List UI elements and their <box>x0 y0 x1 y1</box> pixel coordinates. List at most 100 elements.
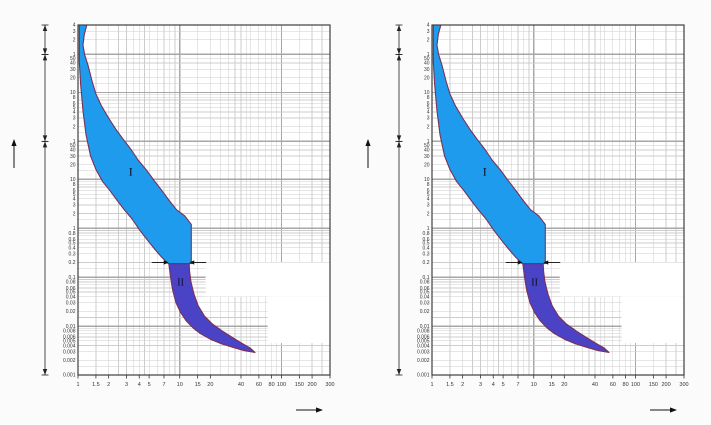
y-tick-label: 0.1 <box>69 275 76 281</box>
y-tick-label: 30 <box>70 67 76 73</box>
region-II-band <box>522 263 610 353</box>
y-tick-label: 3 <box>427 29 430 35</box>
y-tick-label: 0.6 <box>69 237 76 243</box>
region-I-label: I <box>129 165 133 179</box>
x-tick-label: 10 <box>531 382 537 388</box>
x-tick-label: 80 <box>269 382 275 388</box>
y-tick-label: 3 <box>427 116 430 122</box>
y-tick-label: 2 <box>73 124 76 130</box>
y-tick-label: 8 <box>73 95 76 101</box>
x-tick-label: 10 <box>177 382 183 388</box>
y-tick-label: 1 <box>427 52 430 58</box>
y-tick-label: 0.008 <box>63 329 76 335</box>
region-I-band <box>432 24 546 265</box>
y-tick-label: 30 <box>424 154 430 160</box>
y-tick-label: 20 <box>424 75 430 81</box>
blank-area <box>205 262 330 297</box>
x-tick-label: 40 <box>238 382 244 388</box>
y-tick-label: 8 <box>427 182 430 188</box>
x-tick-label: 5 <box>148 382 151 388</box>
y-tick-label: 1 <box>73 52 76 58</box>
region-II-label: II <box>177 277 184 288</box>
y-tick-label: 3 <box>73 29 76 35</box>
y-tick-label: 20 <box>70 75 76 81</box>
y-tick-label: 4 <box>73 197 76 203</box>
y-tick-label: 0.03 <box>420 300 430 306</box>
y-tick-label: 0.04 <box>66 294 76 300</box>
y-tick-label: 50 <box>424 56 430 62</box>
x-tick-label: 2 <box>461 382 464 388</box>
x-tick-label: 20 <box>561 382 567 388</box>
y-tick-label: 0.06 <box>420 286 430 292</box>
y-tick-label: 0.003 <box>63 349 76 355</box>
y-tick-label: 0.4 <box>69 245 76 251</box>
y-tick-label: 40 <box>70 61 76 67</box>
x-tick-label: 4 <box>492 382 495 388</box>
x-tick-label: 3 <box>125 382 128 388</box>
left-pointer-arrow-icon <box>163 260 169 265</box>
blank-area <box>267 296 330 344</box>
x-axis-ticks: 1 1.5 2 3 4 5 7 10 15 20 40 60 80 100 150 200 300 <box>430 375 689 388</box>
y-tick-label: 30 <box>70 154 76 160</box>
x-tick-label: 300 <box>679 382 688 388</box>
plot-border <box>431 24 685 376</box>
x-tick-label: 1.5 <box>92 382 100 388</box>
plot-border <box>77 24 331 376</box>
x-tick-label: 7 <box>162 382 165 388</box>
y-tick-label: 0.006 <box>63 335 76 341</box>
x-tick-label: 7 <box>516 382 519 388</box>
y-tick-label: 4 <box>73 23 76 29</box>
y-tick-label: 40 <box>424 148 430 154</box>
y-tick-label: 0.2 <box>69 260 76 266</box>
y-tick-label: 0.005 <box>417 339 430 345</box>
time-unit-dimension-line <box>41 24 49 376</box>
y-tick-label: 10 <box>424 90 430 96</box>
blank-area <box>559 262 684 297</box>
y-tick-label: 0.005 <box>63 339 76 345</box>
x-tick-label: 80 <box>623 382 629 388</box>
y-tick-label: 0.05 <box>66 290 76 296</box>
time-unit-dimension-line <box>395 24 403 376</box>
y-tick-label: 0.05 <box>420 290 430 296</box>
y-tick-label: 4 <box>427 110 430 116</box>
y-tick-label: 1 <box>427 139 430 145</box>
region-II-label: II <box>531 277 538 288</box>
y-tick-label: 0.002 <box>417 358 430 364</box>
right-pointer-arrow-icon <box>189 260 195 265</box>
y-tick-label: 10 <box>70 177 76 183</box>
x-tick-label: 100 <box>277 382 286 388</box>
y-tick-label: 0.004 <box>63 343 76 349</box>
y-tick-label: 0.6 <box>423 237 430 243</box>
y-tick-label: 5 <box>73 192 76 198</box>
y-tick-label: 20 <box>424 162 430 168</box>
y-tick-label: 40 <box>70 148 76 154</box>
y-tick-label: 0.02 <box>66 309 76 315</box>
right-pointer-arrow-icon <box>543 260 549 265</box>
y-tick-label: 3 <box>73 116 76 122</box>
x-tick-label: 100 <box>631 382 640 388</box>
y-tick-label: 0.02 <box>420 309 430 315</box>
y-tick-label: 0.08 <box>66 280 76 286</box>
y-tick-label: 2 <box>73 37 76 43</box>
y-tick-label: 2 <box>427 124 430 130</box>
y-tick-label: 5 <box>73 105 76 111</box>
y-tick-label: 0.001 <box>417 373 430 379</box>
y-tick-label: 0.4 <box>423 245 430 251</box>
y-tick-label: 0.5 <box>423 241 430 247</box>
y-tick-label: 0.3 <box>423 252 430 258</box>
y-tick-label: 0.006 <box>417 335 430 341</box>
y-tick-label: 6 <box>427 188 430 194</box>
y-tick-label: 2 <box>427 37 430 43</box>
y-tick-label: 0.01 <box>420 324 430 330</box>
x-tick-label: 40 <box>592 382 598 388</box>
y-tick-label: 0.8 <box>423 231 430 237</box>
y-tick-label: 1 <box>427 226 430 232</box>
y-tick-label: 6 <box>73 101 76 107</box>
y-tick-label: 4 <box>73 110 76 116</box>
x-tick-label: 1.5 <box>446 382 454 388</box>
x-axis-direction-arrow-icon <box>650 407 677 413</box>
left-pointer-arrow-icon <box>517 260 523 265</box>
x-tick-label: 15 <box>195 382 201 388</box>
